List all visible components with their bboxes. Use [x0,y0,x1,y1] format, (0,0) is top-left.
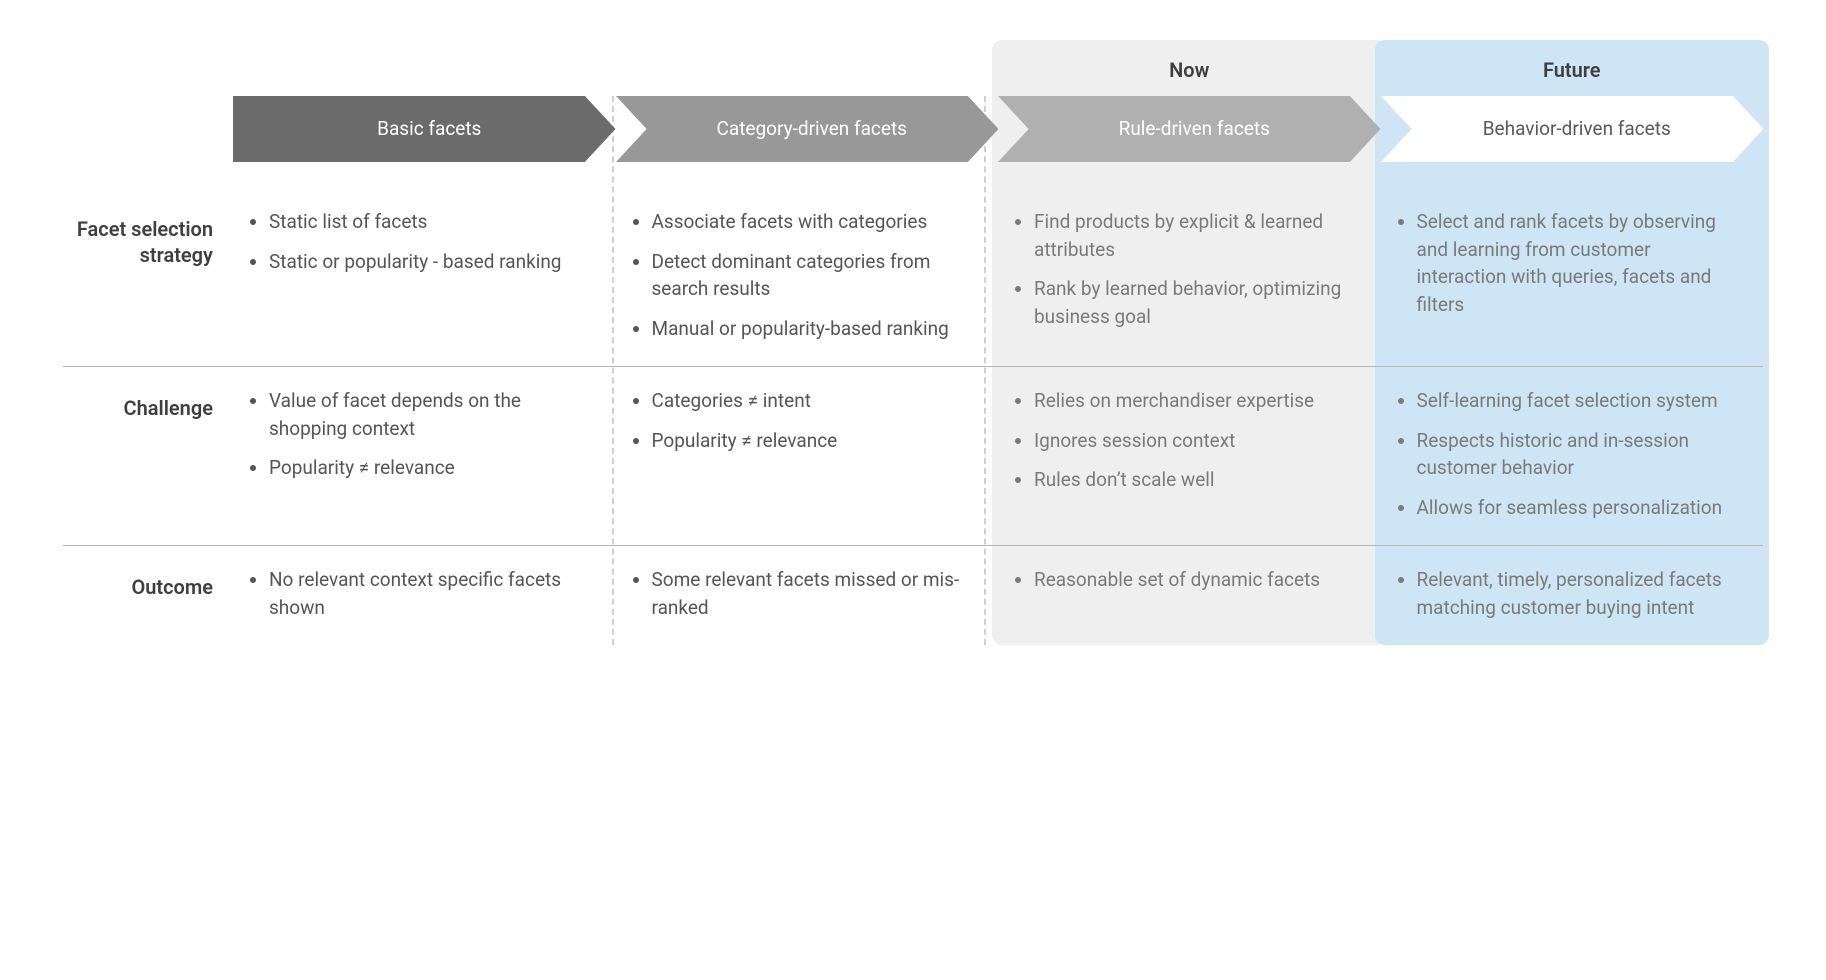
cell-challenge-basic: Value of facet depends on the shopping c… [233,367,616,545]
bullet: Value of facet depends on the shopping c… [269,387,598,442]
bullet: Reasonable set of dynamic facets [1034,566,1363,594]
stage-title: Rule-driven facets [1119,117,1270,141]
cell-challenge-category: Categories ≠ intent Popularity ≠ relevan… [616,367,999,545]
cell-outcome-behavior: Relevant, timely, personalized facets ma… [1381,546,1764,645]
bullet: Relies on merchandiser expertise [1034,387,1363,415]
stage-title: Behavior-driven facets [1483,117,1671,141]
bullet: Ignores session context [1034,427,1363,455]
cell-strategy-behavior: Select and rank facets by observing and … [1381,188,1764,366]
bullet: Respects historic and in-session custome… [1417,427,1746,482]
row-label-strategy: Facet selection strategy [63,188,233,296]
bullet: Popularity ≠ relevance [269,454,598,482]
bullet: Associate facets with categories [652,208,981,236]
facet-strategy-diagram: Now Future Basic facets Category-driven … [63,40,1763,645]
bullet: Popularity ≠ relevance [652,427,981,455]
bullet: Some relevant facets missed or mis-ranke… [652,566,981,621]
cell-strategy-category: Associate facets with categories Detect … [616,188,999,366]
bullet: Manual or popularity-based ranking [652,315,981,343]
bullet: Select and rank facets by observing and … [1417,208,1746,318]
stage-title: Basic facets [377,117,481,141]
bullet: Rank by learned behavior, optimizing bus… [1034,275,1363,330]
cell-strategy-rule: Find products by explicit & learned attr… [998,188,1381,366]
cell-strategy-basic: Static list of facets Static or populari… [233,188,616,366]
stage-title: Category-driven facets [717,117,907,141]
bullet: Find products by explicit & learned attr… [1034,208,1363,263]
cell-outcome-category: Some relevant facets missed or mis-ranke… [616,546,999,645]
row-label-outcome: Outcome [63,546,233,628]
time-label-future: Future [1381,40,1764,96]
bullet: Static or popularity - based ranking [269,248,598,276]
bullet: Relevant, timely, personalized facets ma… [1417,566,1746,621]
stage-header-basic: Basic facets [233,96,616,162]
bullet: Categories ≠ intent [652,387,981,415]
bullet: No relevant context specific facets show… [269,566,598,621]
bullet: Self-learning facet selection system [1417,387,1746,415]
bullet: Allows for seamless personalization [1417,494,1746,522]
bullet: Detect dominant categories from search r… [652,248,981,303]
stage-header-behavior: Behavior-driven facets [1381,96,1764,162]
time-label-now: Now [998,40,1381,96]
cell-challenge-behavior: Self-learning facet selection system Res… [1381,367,1764,545]
bullet: Rules don’t scale well [1034,466,1363,494]
stage-header-rule: Rule-driven facets [998,96,1381,162]
cell-outcome-basic: No relevant context specific facets show… [233,546,616,645]
bullet: Static list of facets [269,208,598,236]
cell-challenge-rule: Relies on merchandiser expertise Ignores… [998,367,1381,545]
cell-outcome-rule: Reasonable set of dynamic facets [998,546,1381,645]
row-label-challenge: Challenge [63,367,233,449]
stage-header-category: Category-driven facets [616,96,999,162]
